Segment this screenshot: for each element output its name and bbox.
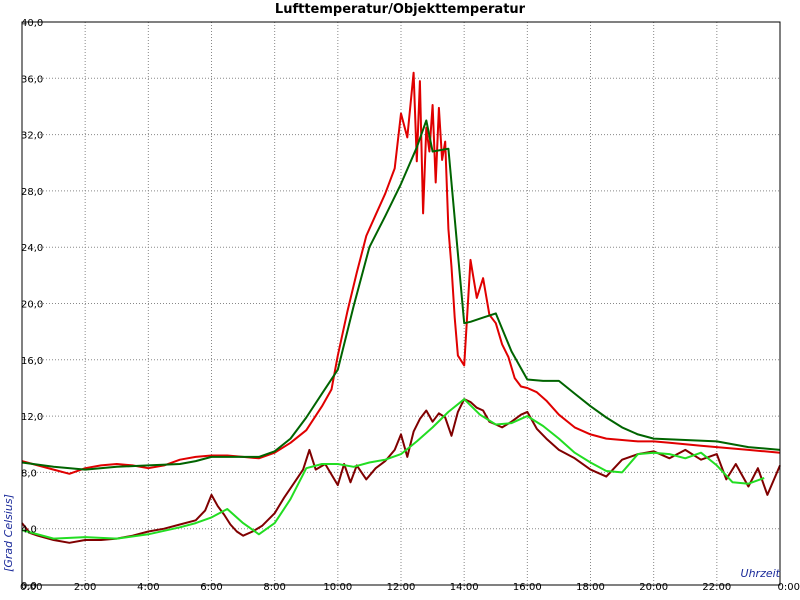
grid-lines: [22, 22, 780, 585]
x-tick-label: 2:00: [74, 582, 96, 593]
y-tick-label: 20,0: [21, 300, 43, 311]
y-tick-label: 12,0: [21, 412, 43, 423]
y-tick-label: 28,0: [21, 187, 43, 198]
x-tick-label: 16:00: [513, 582, 542, 593]
x-tick-label: 12:00: [387, 582, 416, 593]
x-tick-label: 20:00: [639, 582, 668, 593]
y-axis-title: [Grad Celsius]: [2, 494, 15, 572]
series-line-3: [21, 398, 781, 544]
y-tick-label: 32,0: [21, 131, 43, 142]
y-tick-label: 16,0: [21, 356, 43, 367]
chart-title: Lufttemperatur/Objekttemperatur: [275, 2, 526, 17]
y-tick-label: 8,0: [21, 468, 37, 479]
x-tick-label: 10:00: [323, 582, 352, 593]
x-tick-label: 14:00: [450, 582, 479, 593]
series-line-1: [21, 71, 781, 475]
y-tick-labels: 0,0 4,0 8,0 12,0 16,0 20,0 24,0 28,0 32,0 36,0 40,…: [21, 18, 43, 592]
x-tick-labels: 0:00 2:00 4:00 6:00 8:00 10:00 12:00 14:00 16:00…: [20, 582, 800, 593]
series-lines: [21, 71, 781, 544]
plot-border: [21, 21, 781, 586]
x-tick-label: 0:00: [20, 582, 42, 593]
y-tick-label: 40,0: [21, 18, 43, 29]
x-tick-label: 18:00: [576, 582, 605, 593]
x-tick-label: 6:00: [200, 582, 222, 593]
y-tick-label: 4,0: [21, 525, 37, 536]
x-tick-label: 22:00: [702, 582, 731, 593]
x-tick-label: 0:00: [778, 582, 800, 593]
y-tick-label: 24,0: [21, 243, 43, 254]
y-tick-label: 0,0: [21, 581, 37, 592]
plot-frame: [21, 21, 781, 586]
x-axis-title: Uhrzeit: [741, 567, 781, 580]
series-line-4: [21, 398, 765, 540]
series-line-2: [21, 119, 781, 471]
x-tick-label: 4:00: [137, 582, 159, 593]
x-tick-label: 8:00: [263, 582, 285, 593]
y-tick-label: 36,0: [21, 74, 43, 85]
